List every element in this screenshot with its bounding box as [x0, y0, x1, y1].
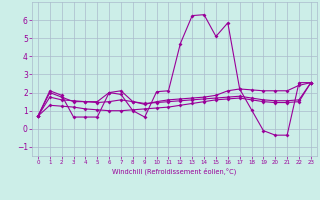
- X-axis label: Windchill (Refroidissement éolien,°C): Windchill (Refroidissement éolien,°C): [112, 168, 236, 175]
